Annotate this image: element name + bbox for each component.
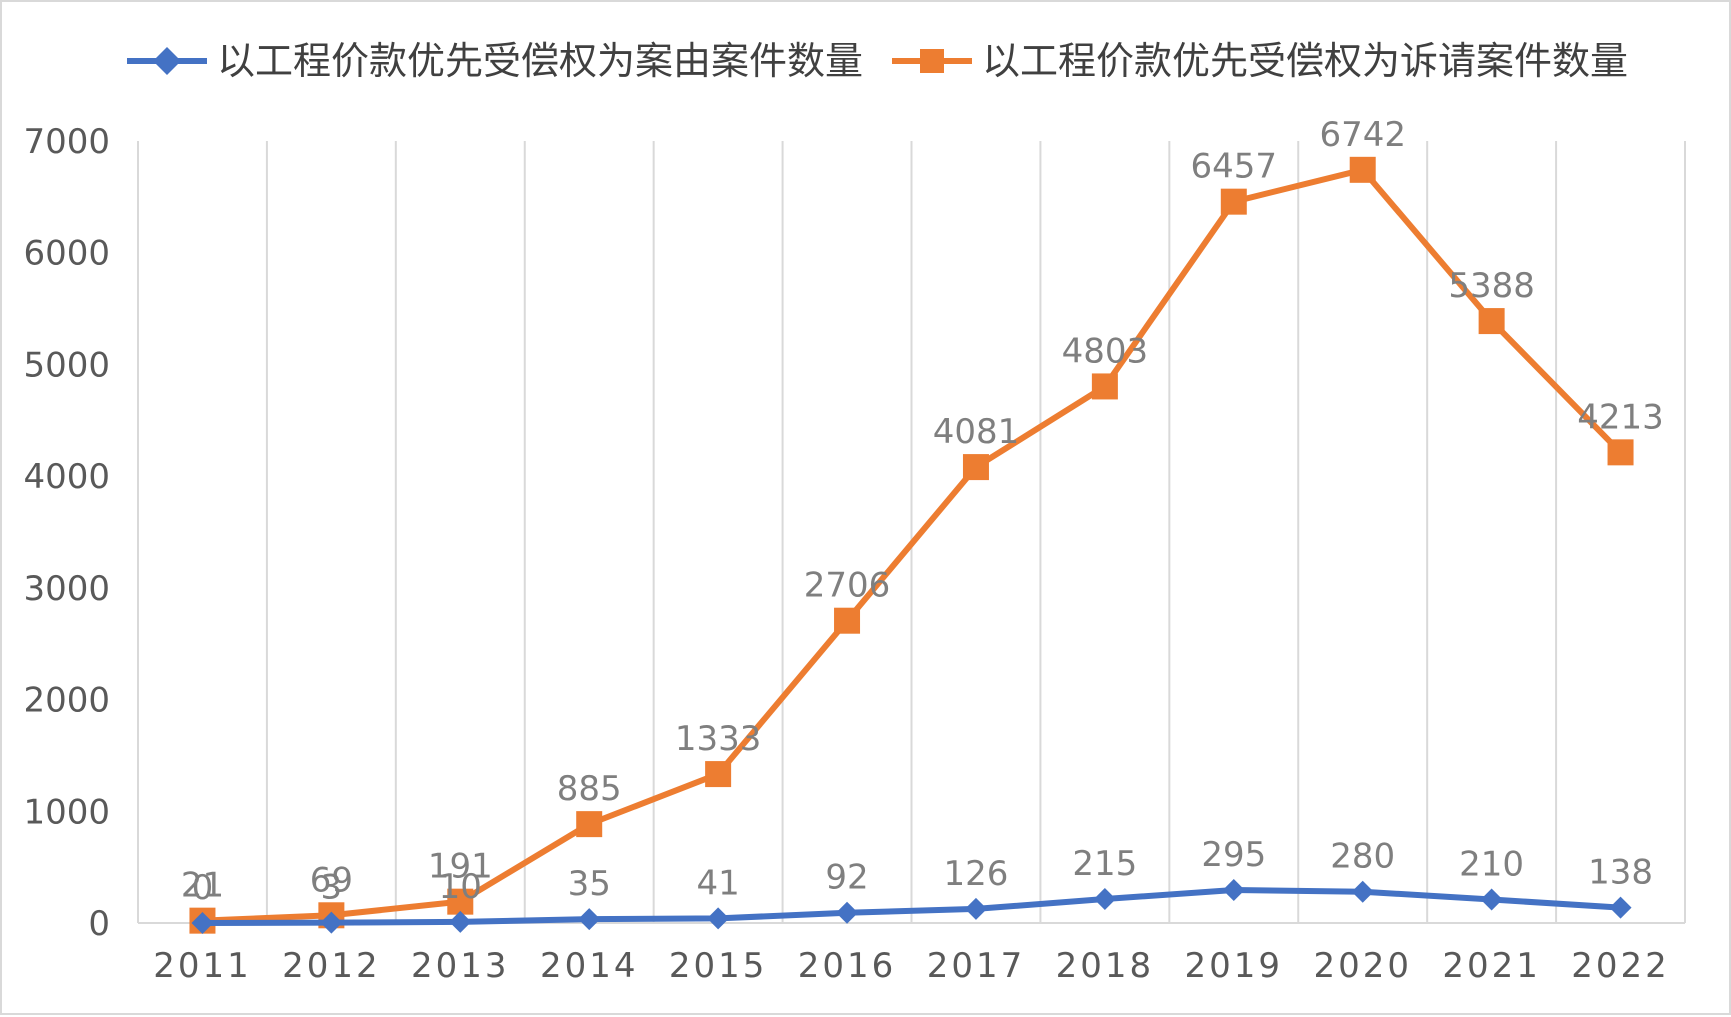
legend-item-series-1: 以工程价款优先受偿权为案由案件数量 [127, 39, 863, 83]
data-point [447, 888, 474, 915]
data-label: 10 [439, 867, 482, 907]
data-label: 1333 [675, 719, 762, 759]
data-labels: 0 3 10 35 41 92 126 215 295 280 210 138 21 69 191 885 13… [181, 115, 1664, 908]
data-point [1478, 308, 1505, 335]
data-point [1607, 439, 1634, 466]
data-point [1091, 373, 1118, 400]
x-tick-label: 2017 [927, 946, 1026, 986]
legend-marker-series-1 [153, 47, 181, 75]
x-tick-label: 2012 [282, 946, 381, 986]
data-point [834, 607, 861, 634]
data-label: 21 [181, 866, 224, 906]
data-label: 2706 [804, 566, 891, 606]
data-label: 210 [1459, 845, 1524, 885]
legend-item-series-2: 以工程价款优先受偿权为诉请案件数量 [892, 39, 1628, 83]
data-point [1220, 188, 1247, 215]
data-label: 885 [557, 769, 622, 809]
data-point [836, 901, 859, 924]
data-point [705, 761, 732, 788]
data-label: 280 [1330, 837, 1395, 877]
y-axis-ticks: 0 1000 2000 3000 4000 5000 6000 7000 [23, 122, 110, 944]
data-point [1609, 896, 1632, 919]
data-label: 295 [1201, 835, 1266, 875]
x-tick-label: 2022 [1571, 946, 1670, 986]
data-point [964, 897, 987, 920]
y-tick-label: 7000 [23, 122, 110, 162]
legend-label-series-1: 以工程价款优先受偿权为案由案件数量 [217, 39, 863, 83]
data-label: 6457 [1191, 147, 1278, 187]
y-tick-label: 1000 [23, 792, 110, 832]
legend: 以工程价款优先受偿权为案由案件数量 以工程价款优先受偿权为诉请案件数量 [127, 39, 1628, 83]
x-tick-label: 2011 [153, 946, 252, 986]
data-label: 69 [310, 860, 353, 900]
data-label: 215 [1072, 844, 1137, 884]
data-point [1222, 879, 1245, 902]
data-label: 126 [944, 854, 1009, 894]
x-tick-label: 2018 [1056, 946, 1155, 986]
data-point [1093, 887, 1116, 910]
data-point [707, 907, 730, 930]
series-layer [189, 156, 1634, 934]
data-label: 191 [428, 847, 493, 887]
y-tick-label: 2000 [23, 681, 110, 721]
x-tick-label: 2015 [669, 946, 768, 986]
data-label: 4803 [1062, 331, 1149, 371]
data-point [191, 912, 214, 934]
x-tick-label: 2019 [1185, 946, 1284, 986]
data-label: 4081 [933, 412, 1020, 452]
data-point [320, 911, 343, 934]
data-point [578, 908, 601, 931]
x-tick-label: 2014 [540, 946, 639, 986]
legend-marker-series-2 [920, 49, 944, 73]
data-label: 138 [1588, 853, 1653, 893]
y-tick-label: 6000 [23, 234, 110, 274]
data-point [1349, 156, 1376, 183]
x-tick-label: 2021 [1442, 946, 1541, 986]
data-label: 6742 [1319, 115, 1406, 155]
y-tick-label: 5000 [23, 345, 110, 385]
data-label: 0 [192, 868, 214, 908]
data-point [1480, 888, 1503, 911]
legend-label-series-2: 以工程价款优先受偿权为诉请案件数量 [982, 39, 1628, 83]
x-axis-ticks: 2011 2012 2013 2014 2015 2016 2017 2018 2019 2020… [153, 946, 1670, 986]
x-tick-label: 2020 [1313, 946, 1412, 986]
data-label: 41 [696, 863, 739, 903]
x-tick-label: 2016 [798, 946, 897, 986]
series-1 [191, 879, 1632, 934]
y-tick-label: 0 [88, 904, 110, 944]
data-point [449, 910, 472, 933]
data-label: 35 [568, 864, 611, 904]
y-tick-label: 4000 [23, 457, 110, 497]
y-tick-label: 3000 [23, 569, 110, 609]
data-label: 5388 [1448, 266, 1535, 306]
data-point [576, 811, 603, 838]
series-line [202, 166, 1623, 924]
data-point [962, 454, 989, 481]
data-point [1351, 880, 1374, 903]
data-label: 3 [321, 868, 343, 908]
data-label: 4213 [1577, 397, 1664, 437]
series-line [202, 887, 1621, 926]
x-tick-label: 2013 [411, 946, 510, 986]
data-label: 92 [825, 858, 868, 898]
gridlines [137, 141, 1686, 923]
